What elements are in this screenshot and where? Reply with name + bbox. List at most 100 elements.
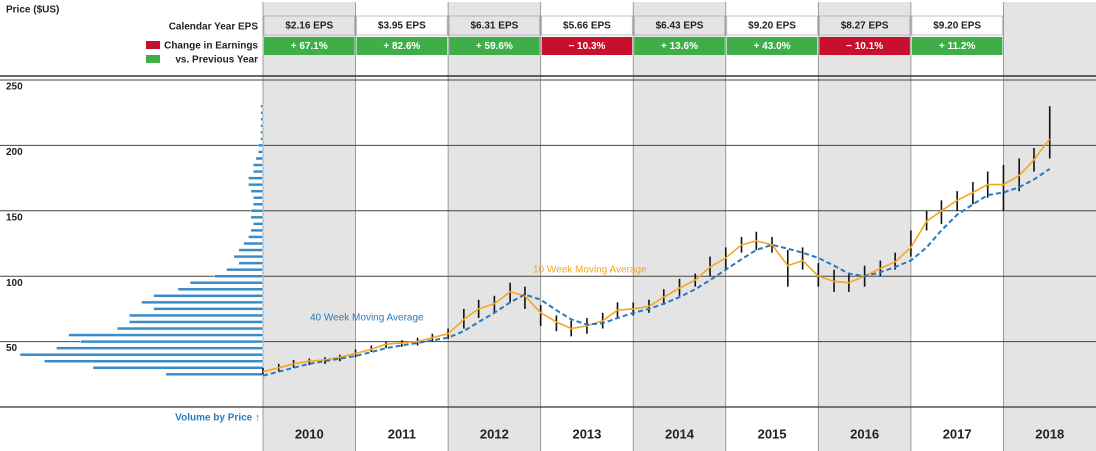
- column-shade: [263, 2, 356, 451]
- volume-bar: [250, 189, 264, 193]
- eps-value: $2.16 EPS: [285, 21, 333, 32]
- eps-value: $5.66 EPS: [563, 21, 611, 32]
- eps-change-label: + 43.0%: [754, 41, 791, 52]
- eps-change-label: + 13.6%: [661, 41, 698, 52]
- volume-bar: [250, 215, 264, 220]
- volume-bar: [129, 313, 264, 318]
- y-tick-label: 250: [6, 82, 23, 93]
- legend-swatch-up: [146, 55, 160, 63]
- eps-change-label: + 11.2%: [939, 41, 976, 52]
- volume-bar: [80, 339, 264, 344]
- eps-cell: [448, 15, 540, 36]
- volume-bar: [56, 346, 264, 350]
- volume-bar: [253, 195, 264, 200]
- eps-change-box: [264, 37, 355, 55]
- volume-bar: [257, 143, 264, 148]
- eps-value: $9.20 EPS: [748, 21, 796, 32]
- ma-label: 40 Week Moving Average: [310, 313, 424, 324]
- volume-bar: [226, 267, 264, 272]
- volume-bar: [68, 333, 264, 337]
- volume-bar: [260, 104, 264, 108]
- eps-cell: [726, 15, 818, 36]
- column-shade: [818, 2, 911, 451]
- volume-bar: [248, 182, 264, 187]
- volume-bar: [141, 300, 264, 305]
- volume-bar: [233, 254, 264, 259]
- y-tick-label: 50: [6, 343, 18, 354]
- column-shade: [448, 2, 541, 451]
- eps-value: $6.43 EPS: [656, 21, 704, 32]
- volume-bar: [253, 222, 264, 226]
- column-shade: [633, 2, 726, 451]
- volume-bar: [257, 150, 264, 154]
- eps-change-label: − 10.1%: [846, 41, 883, 52]
- eps-change-box: [819, 37, 910, 55]
- volume-bar: [116, 326, 264, 331]
- volume-bar: [255, 156, 264, 161]
- column-shade: [1003, 2, 1096, 451]
- x-tick-label: 2017: [943, 426, 972, 441]
- volume-bar: [238, 248, 264, 252]
- volume-bar: [165, 372, 264, 377]
- eps-value: $6.31 EPS: [470, 21, 518, 32]
- eps-cell: [263, 15, 355, 36]
- volume-bar: [44, 359, 264, 363]
- volume-bar: [253, 163, 264, 167]
- eps-change-box: [449, 37, 540, 55]
- volume-bar: [248, 235, 264, 239]
- volume-bar: [260, 130, 264, 135]
- eps-value: $3.95 EPS: [378, 21, 426, 32]
- volume-label: Volume by Price ↑: [175, 413, 260, 424]
- volume-bar: [92, 366, 264, 370]
- x-tick-label: 2014: [665, 426, 695, 441]
- volume-bar: [250, 228, 264, 233]
- volume-bar: [260, 117, 264, 121]
- eps-change-box: [634, 37, 725, 55]
- volume-bar: [260, 124, 264, 128]
- eps-change-box: [356, 37, 448, 55]
- y-tick-label: 100: [6, 278, 23, 289]
- x-tick-label: 2010: [295, 426, 324, 441]
- y-tick-label: 150: [6, 212, 23, 223]
- eps-cell: [633, 15, 726, 36]
- eps-cell: [911, 15, 1003, 36]
- x-tick-label: 2016: [850, 426, 879, 441]
- eps-change-box: [911, 37, 1003, 55]
- x-tick-label: 2012: [480, 426, 509, 441]
- eps-value: $9.20 EPS: [933, 21, 981, 32]
- eps-change-box: [541, 37, 633, 55]
- eps-label: Calendar Year EPS: [169, 22, 259, 33]
- volume-bar: [238, 261, 264, 265]
- volume-bar: [189, 280, 264, 285]
- eps-cell: [541, 15, 633, 36]
- x-tick-label: 2013: [572, 426, 601, 441]
- eps-cell: [819, 15, 911, 36]
- legend-swatch-down: [146, 41, 160, 49]
- x-tick-label: 2011: [388, 426, 416, 441]
- volume-bar: [129, 320, 264, 324]
- volume-bar: [177, 287, 264, 292]
- legend-down: Change in Earnings: [164, 41, 258, 52]
- volume-bar: [250, 209, 264, 213]
- volume-bar: [214, 274, 264, 278]
- legend-up: vs. Previous Year: [175, 55, 258, 66]
- volume-bar: [153, 307, 264, 311]
- eps-value: $8.27 EPS: [841, 21, 889, 32]
- volume-bar: [19, 352, 264, 357]
- volume-bar: [253, 169, 264, 174]
- eps-cell: [356, 15, 448, 36]
- eps-change-label: − 10.3%: [568, 41, 605, 52]
- volume-bar: [260, 110, 264, 115]
- moving-average-line: [262, 168, 1051, 377]
- volume-bar: [243, 241, 264, 246]
- eps-change-label: + 59.6%: [476, 41, 513, 52]
- ma-label: 10 Week Moving Average: [533, 265, 647, 276]
- y-axis-label: Price ($US): [6, 5, 59, 16]
- moving-average-line: [262, 138, 1051, 373]
- x-tick-label: 2018: [1035, 426, 1064, 441]
- volume-bar: [248, 176, 264, 180]
- eps-change-box: [726, 37, 818, 55]
- eps-change-label: + 82.6%: [383, 41, 420, 52]
- x-tick-label: 2015: [758, 426, 787, 441]
